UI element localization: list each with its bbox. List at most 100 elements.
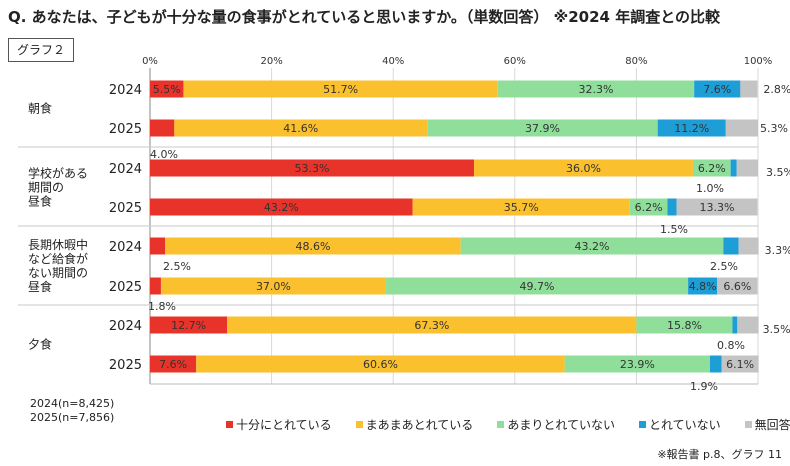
data-label: 5.5%: [153, 83, 181, 96]
legend-item-no-answer: 無回答: [744, 416, 790, 433]
legend-item-mostly: まあまあとれている: [355, 416, 474, 433]
data-label: 2.5%: [163, 260, 191, 273]
legend-item-not-much: あまりとれていない: [497, 416, 615, 433]
data-label: 3.3%: [765, 244, 790, 257]
year-label: 2025: [109, 122, 142, 137]
bar-segment: [709, 355, 722, 373]
bar-segment: [657, 119, 726, 137]
data-label: 49.7%: [520, 280, 555, 293]
data-label: 51.7%: [323, 83, 358, 96]
bar-segment: [183, 80, 498, 98]
data-label: 4.0%: [150, 148, 178, 161]
sample-size-2024: 2024(n=8,425): [30, 397, 115, 410]
bar-segment: [150, 159, 475, 177]
data-label: 5.3%: [760, 122, 788, 135]
data-label: 60.6%: [363, 358, 398, 371]
x-tick-label: 60%: [504, 56, 526, 67]
bar-segment: [460, 237, 724, 255]
data-label: 15.8%: [667, 319, 702, 332]
bar-segment: [150, 198, 413, 216]
bar-segment: [150, 237, 166, 255]
bar-segment: [174, 119, 428, 137]
bar-segment: [150, 277, 161, 295]
data-label: 6.1%: [726, 358, 754, 371]
bar-segment: [688, 277, 718, 295]
year-label: 2024: [109, 319, 142, 334]
bar-segment: [196, 355, 565, 373]
x-tick-label: 40%: [382, 56, 404, 67]
year-label: 2024: [109, 240, 142, 255]
legend-swatch: [638, 421, 646, 428]
x-tick-label: 80%: [625, 56, 647, 67]
year-label: 2025: [109, 358, 142, 373]
bar-segment: [732, 316, 738, 334]
source-note: ※報告書 p.8、グラフ 11: [657, 448, 782, 461]
data-label: 7.6%: [159, 358, 187, 371]
legend-item-not-at-all: とれていない: [638, 416, 721, 433]
bar-segment: [636, 316, 733, 334]
year-label: 2025: [109, 280, 142, 295]
data-label: 43.2%: [575, 240, 610, 253]
group-label: ない期間の: [28, 266, 88, 280]
data-label: 37.9%: [525, 122, 560, 135]
bar-segment: [227, 316, 637, 334]
legend-swatch: [355, 421, 363, 428]
bar-segment: [723, 237, 739, 255]
bar-segment: [165, 237, 461, 255]
bar-segment: [730, 159, 737, 177]
x-tick-label: 20%: [260, 56, 282, 67]
x-tick-label: 100%: [744, 56, 773, 67]
group-label: 昼食: [28, 194, 52, 209]
bar-segment: [736, 159, 758, 177]
group-label: 長期休暇中: [28, 237, 88, 252]
legend-label: 十分にとれている: [236, 418, 332, 432]
data-label: 48.6%: [295, 240, 330, 253]
year-label: 2024: [109, 162, 142, 177]
data-label: 67.3%: [414, 319, 449, 332]
year-label: 2024: [109, 83, 142, 98]
bar-segment: [721, 355, 759, 373]
bar-segment: [740, 80, 758, 98]
bar-segment: [676, 198, 758, 216]
group-label: 期間の: [28, 181, 64, 195]
legend-item-sufficient: 十分にとれている: [226, 416, 332, 433]
graph-number-label: グラフ２: [8, 38, 74, 62]
data-label: 2.8%: [763, 83, 790, 96]
data-label: 7.6%: [703, 83, 731, 96]
x-tick-label: 0%: [142, 56, 158, 67]
data-label: 1.9%: [690, 380, 718, 393]
bar-segment: [725, 119, 758, 137]
legend-swatch: [226, 421, 233, 428]
data-label: 1.0%: [696, 182, 724, 195]
data-label: 36.0%: [566, 162, 601, 175]
legend-swatch: [497, 421, 505, 428]
data-label: 3.5%: [763, 323, 790, 336]
bar-segment: [474, 159, 693, 177]
year-label: 2025: [109, 201, 142, 216]
data-label: 6.2%: [635, 201, 663, 214]
bar-segment: [150, 355, 197, 373]
data-label: 13.3%: [699, 201, 734, 214]
bar-segment: [150, 316, 228, 334]
bar-segment: [629, 198, 668, 216]
data-label: 35.7%: [504, 201, 539, 214]
data-label: 12.7%: [171, 319, 206, 332]
data-label: 3.5%: [766, 166, 790, 179]
data-label: 53.3%: [295, 162, 330, 175]
bar-segment: [717, 277, 758, 295]
legend-label: とれていない: [648, 418, 721, 432]
legend: 十分にとれている まあまあとれている あまりとれていない とれていない 無回答: [226, 416, 790, 433]
chart-title: Q. あなたは、子どもが十分な量の食事がとれていると思いますか。（単数回答） ※…: [8, 8, 721, 26]
data-label: 4.8%: [689, 280, 717, 293]
legend-label: 無回答: [754, 418, 790, 432]
bar-segment: [737, 316, 759, 334]
sample-size-2025: 2025(n=7,856): [30, 411, 115, 424]
data-label: 6.6%: [723, 280, 751, 293]
legend-label: まあまあとれている: [365, 418, 474, 432]
group-label: 夕食: [28, 337, 52, 352]
bar-segment: [150, 119, 175, 137]
bar-segment: [667, 198, 677, 216]
bar-segment: [692, 159, 731, 177]
data-label: 6.2%: [698, 162, 726, 175]
